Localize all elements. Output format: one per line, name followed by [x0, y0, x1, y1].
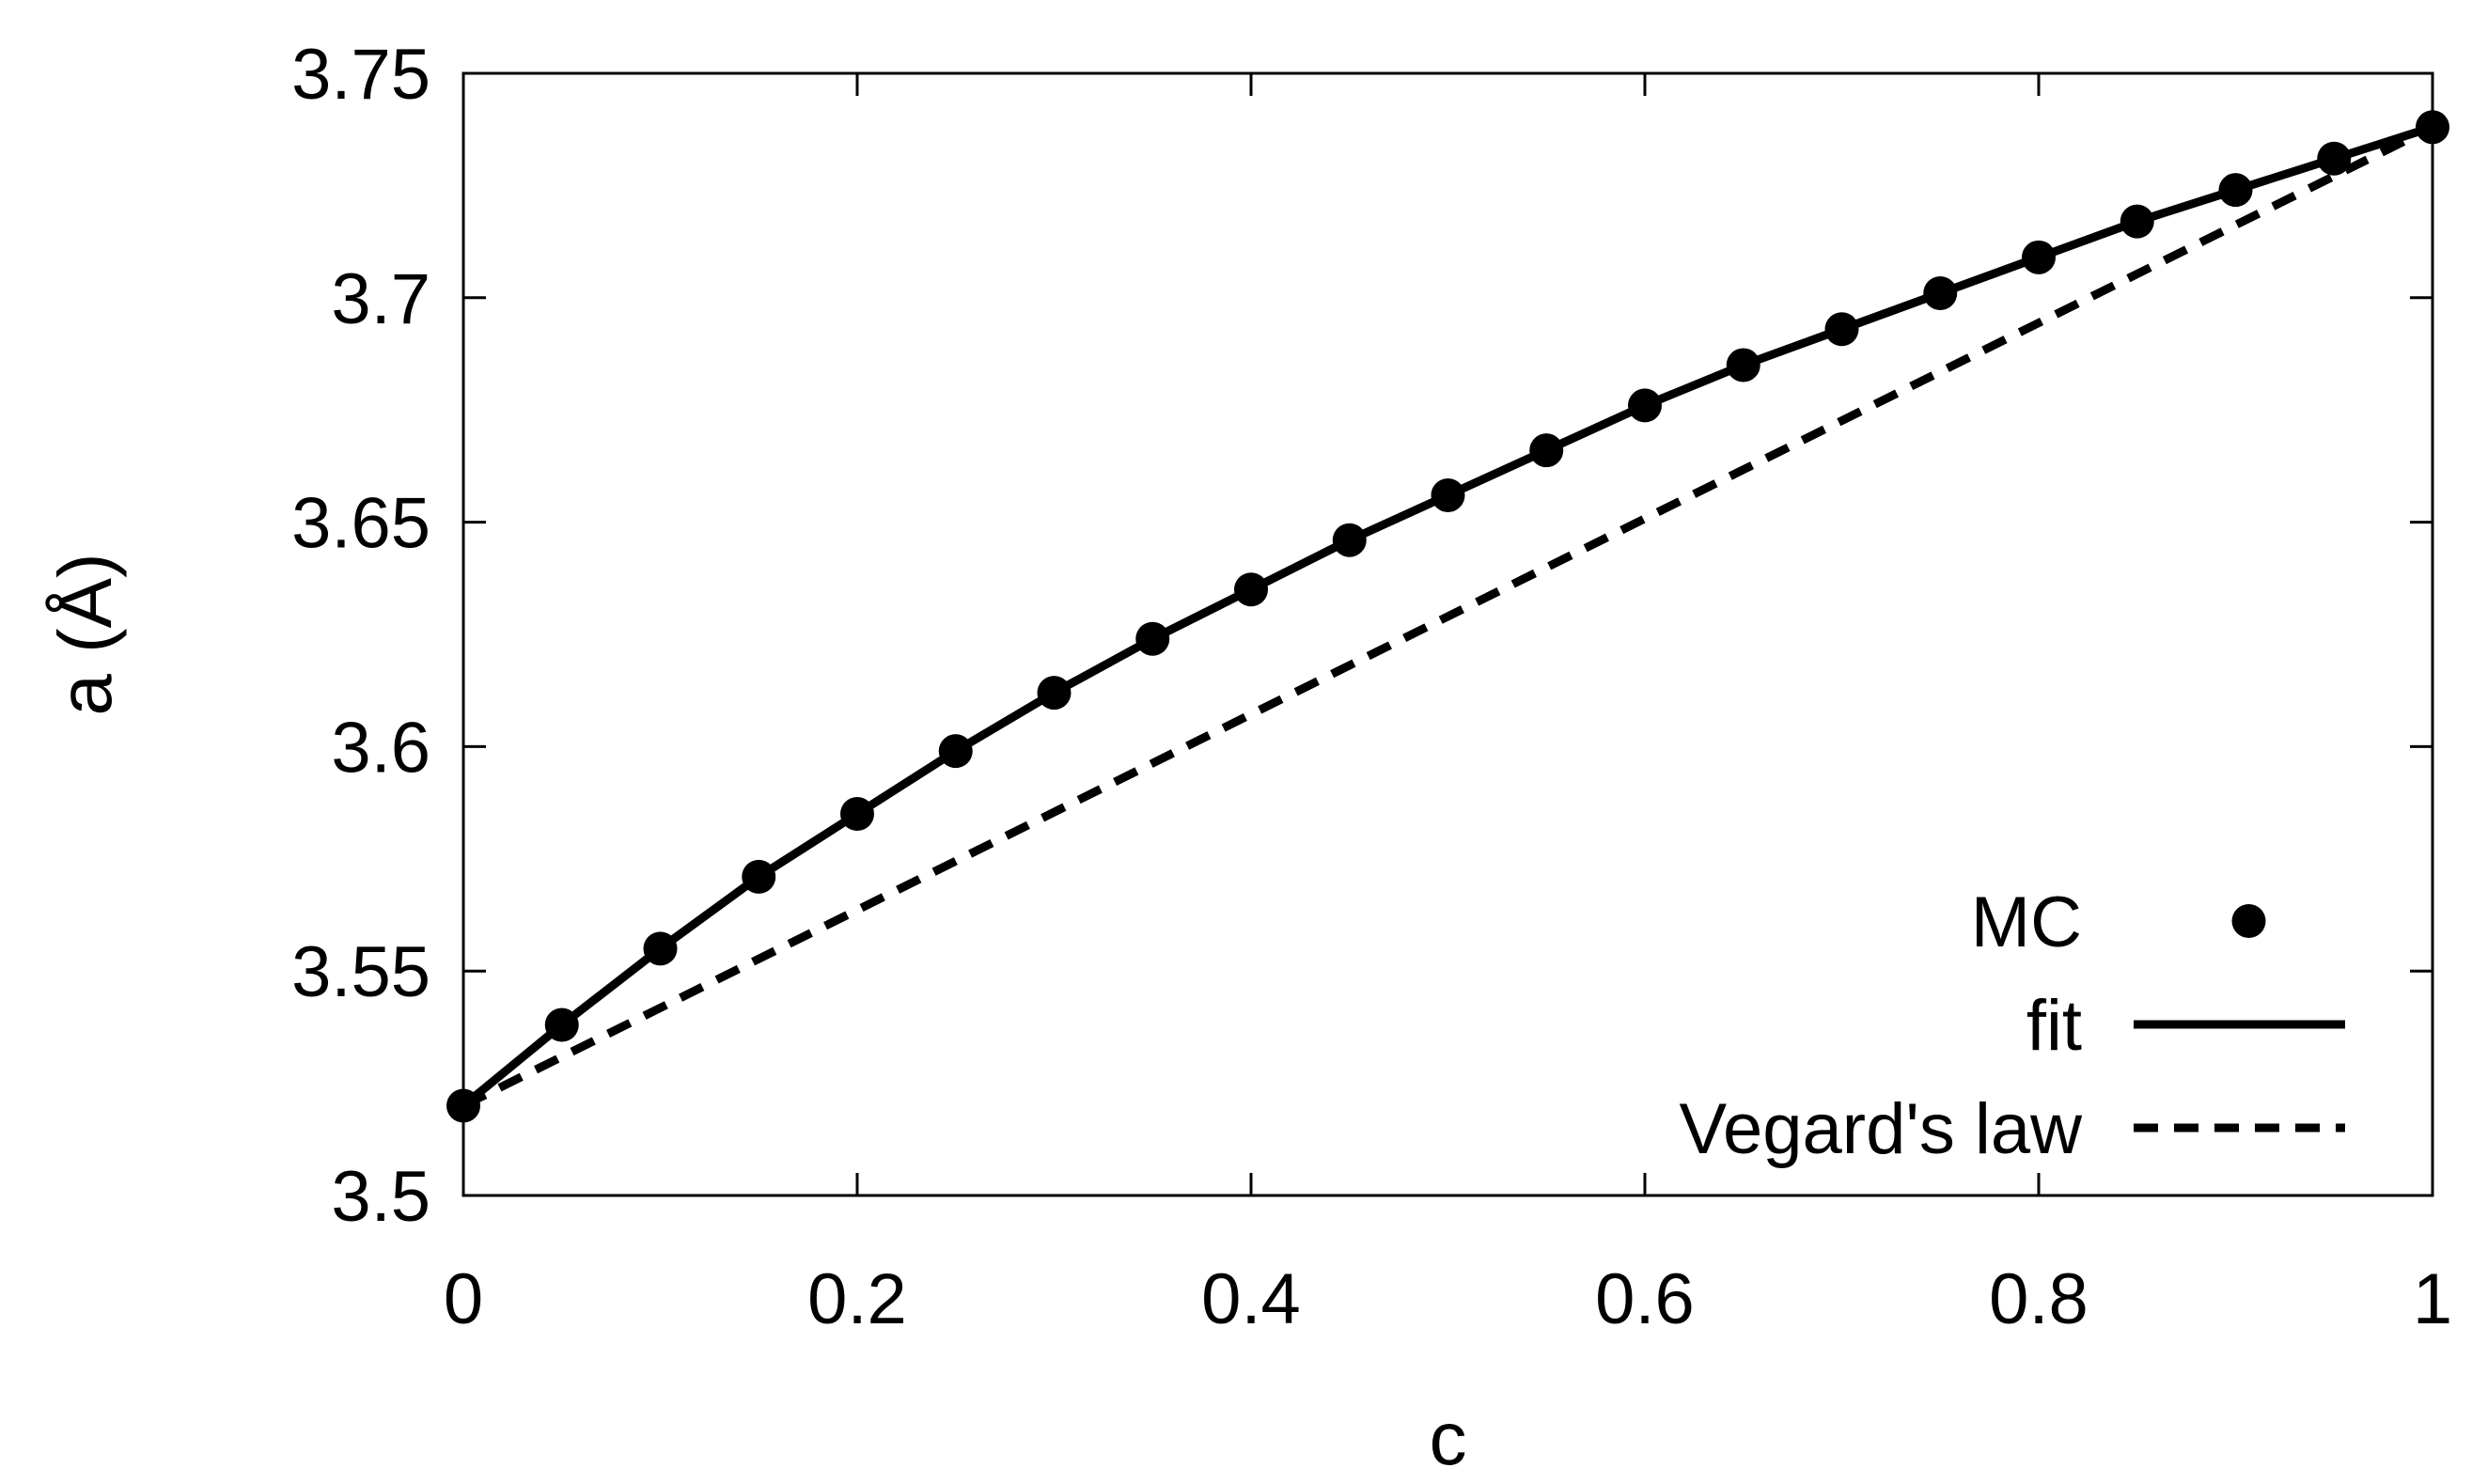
mc-point [1135, 621, 1170, 656]
vegards-law-line [461, 123, 2435, 1110]
y-tick-label: 3.55 [291, 932, 430, 1012]
legend: MC fit Vegard's law [1679, 883, 2345, 1169]
mc-point [1037, 676, 1072, 711]
y-axis-label: a (Å) [43, 553, 127, 715]
mc-point [2022, 240, 2056, 274]
x-tick-label: 1 [2413, 1259, 2452, 1339]
y-axis: 3.5 3.55 3.6 3.65 3.7 3.75 [291, 35, 2433, 1237]
x-axis: 0 0.2 0.4 0.6 0.8 1 [444, 73, 2452, 1339]
legend-marker-mc [2231, 904, 2266, 938]
y-tick-label: 3.6 [331, 708, 430, 788]
mc-point [2416, 110, 2449, 145]
legend-label: Vegard's law [1679, 1089, 2083, 1169]
mc-point [2317, 141, 2352, 176]
x-tick-label: 0.2 [807, 1259, 907, 1339]
x-axis-label: c [1430, 1397, 1467, 1480]
mc-point [1824, 312, 1859, 347]
legend-label: MC [1971, 883, 2082, 962]
mc-point [1923, 276, 1958, 311]
x-tick-label: 0.4 [1201, 1259, 1301, 1339]
mc-point [1234, 572, 1268, 607]
mc-point [742, 859, 776, 894]
plot-frame [462, 71, 2434, 1197]
mc-point [446, 1088, 480, 1123]
y-tick-label: 3.65 [291, 484, 430, 564]
mc-point [1529, 433, 1564, 468]
x-tick-label: 0.6 [1595, 1259, 1695, 1339]
y-tick-label: 3.7 [331, 259, 430, 339]
mc-point [938, 734, 973, 769]
x-tick-label: 0.8 [1989, 1259, 2089, 1339]
y-tick-label: 3.5 [331, 1157, 430, 1237]
series-layer [446, 110, 2449, 1123]
mc-point [1332, 523, 1367, 557]
y-tick-label: 3.75 [291, 35, 430, 115]
mc-point [840, 797, 874, 832]
mc-point [2218, 173, 2253, 208]
mc-point [1726, 348, 1760, 383]
mc-point [544, 1008, 579, 1042]
mc-point [1431, 477, 1465, 512]
mc-point [2120, 204, 2154, 239]
legend-label: fit [2026, 986, 2082, 1066]
mc-point [643, 931, 678, 966]
x-tick-label: 0 [444, 1259, 483, 1339]
mc-point [1628, 388, 1662, 423]
plot-border [462, 71, 2434, 1197]
